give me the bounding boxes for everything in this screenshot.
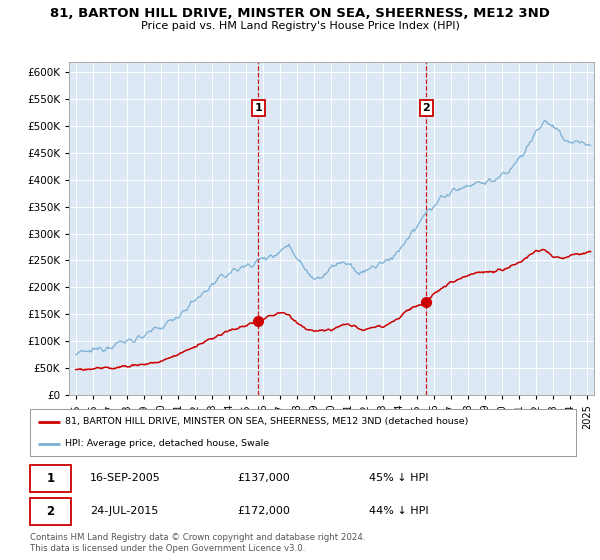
Text: Contains HM Land Registry data © Crown copyright and database right 2024.
This d: Contains HM Land Registry data © Crown c… <box>30 533 365 553</box>
Text: HPI: Average price, detached house, Swale: HPI: Average price, detached house, Swal… <box>65 439 269 448</box>
Text: 44% ↓ HPI: 44% ↓ HPI <box>368 506 428 516</box>
Text: 45% ↓ HPI: 45% ↓ HPI <box>368 473 428 483</box>
Text: 1: 1 <box>254 103 262 113</box>
Text: £172,000: £172,000 <box>238 506 290 516</box>
Text: 81, BARTON HILL DRIVE, MINSTER ON SEA, SHEERNESS, ME12 3ND: 81, BARTON HILL DRIVE, MINSTER ON SEA, S… <box>50 7 550 20</box>
Text: 16-SEP-2005: 16-SEP-2005 <box>90 473 161 483</box>
Text: 2: 2 <box>422 103 430 113</box>
FancyBboxPatch shape <box>30 498 71 525</box>
Text: 81, BARTON HILL DRIVE, MINSTER ON SEA, SHEERNESS, ME12 3ND (detached house): 81, BARTON HILL DRIVE, MINSTER ON SEA, S… <box>65 417 469 426</box>
Text: 24-JUL-2015: 24-JUL-2015 <box>90 506 158 516</box>
Text: £137,000: £137,000 <box>238 473 290 483</box>
Text: 1: 1 <box>46 472 55 485</box>
Text: Price paid vs. HM Land Registry's House Price Index (HPI): Price paid vs. HM Land Registry's House … <box>140 21 460 31</box>
FancyBboxPatch shape <box>30 465 71 492</box>
Text: 2: 2 <box>46 505 55 518</box>
